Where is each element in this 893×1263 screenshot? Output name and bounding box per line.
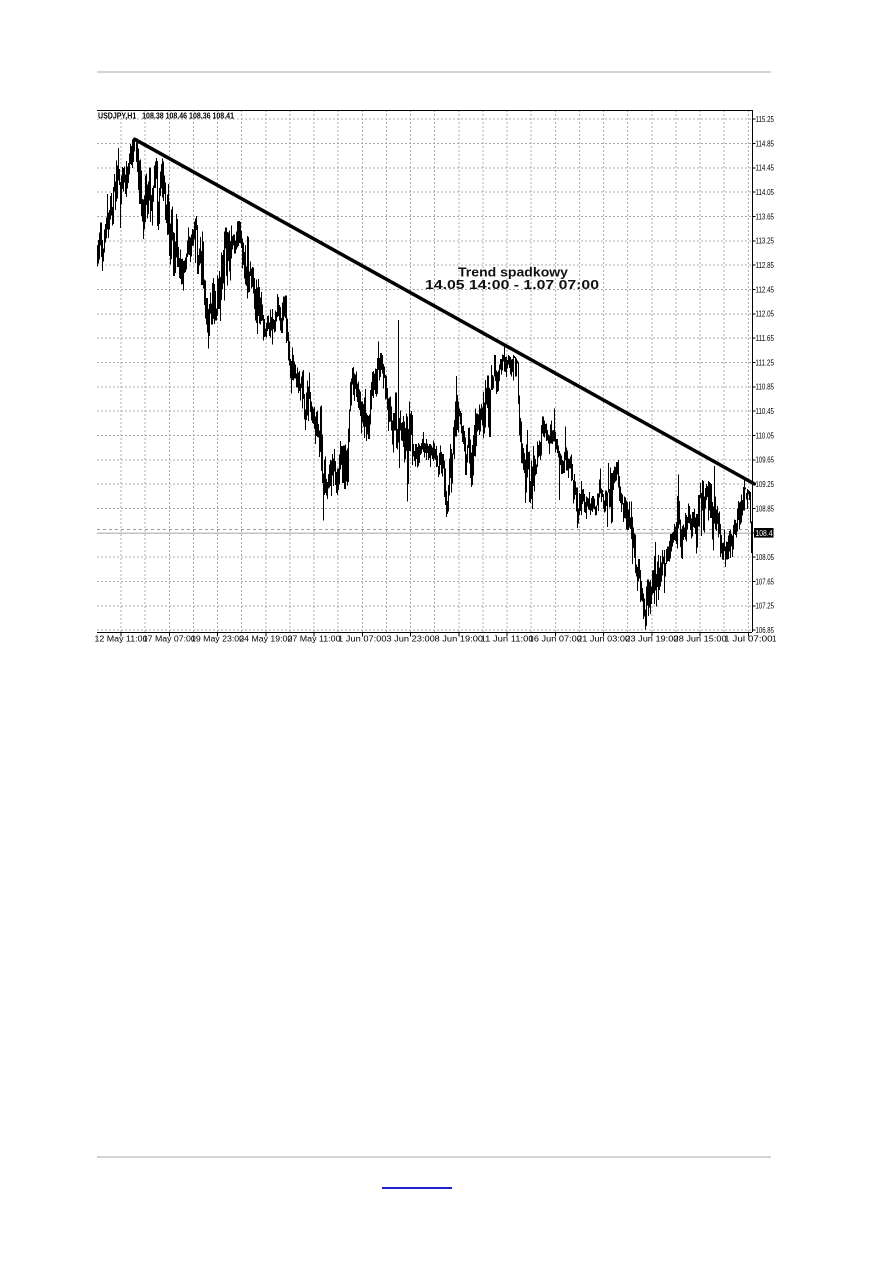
svg-text:108.05: 108.05 <box>756 553 775 562</box>
svg-text:14.05 14:00 - 1.07 07:00: 14.05 14:00 - 1.07 07:00 <box>425 278 599 292</box>
svg-text:110.45: 110.45 <box>756 407 775 416</box>
svg-text:16 Jun 07:00: 16 Jun 07:00 <box>529 635 583 644</box>
svg-text:113.25: 113.25 <box>756 237 775 246</box>
svg-text:114.85: 114.85 <box>756 139 775 148</box>
svg-text:113.65: 113.65 <box>756 212 775 221</box>
svg-text:1: 1 <box>772 635 777 644</box>
svg-text:110.05: 110.05 <box>756 431 775 440</box>
svg-text:108.4: 108.4 <box>756 529 773 538</box>
svg-text:115.25: 115.25 <box>756 115 775 124</box>
svg-text:3 Jun 23:00: 3 Jun 23:00 <box>386 635 435 644</box>
svg-text:23 Jun 19:00: 23 Jun 19:00 <box>625 635 679 644</box>
svg-text:24 May 19:00: 24 May 19:00 <box>239 635 293 644</box>
svg-text:28 Jun 15:00: 28 Jun 15:00 <box>674 635 728 644</box>
svg-text:111.65: 111.65 <box>756 334 775 343</box>
svg-text:114.05: 114.05 <box>756 188 775 197</box>
svg-text:109.25: 109.25 <box>756 480 775 489</box>
svg-text:17 May 07:00: 17 May 07:00 <box>143 635 197 644</box>
svg-text:19 May 23:00: 19 May 23:00 <box>191 635 245 644</box>
svg-text:USDJPY,H1 108.38 108.46 108.: USDJPY,H1 108.38 108.46 108.36 108.41 <box>98 111 234 121</box>
svg-text:11 Jun 11:00: 11 Jun 11:00 <box>481 635 535 644</box>
svg-text:112.85: 112.85 <box>756 261 775 270</box>
svg-text:1 Jul 07:00: 1 Jul 07:00 <box>724 635 773 644</box>
svg-text:Trend spadkowy: Trend spadkowy <box>458 266 568 280</box>
svg-text:114.45: 114.45 <box>756 164 775 173</box>
svg-text:108.85: 108.85 <box>756 504 775 513</box>
svg-text:110.85: 110.85 <box>756 383 775 392</box>
svg-text:12 May 11:00: 12 May 11:00 <box>95 635 149 644</box>
svg-text:107.65: 107.65 <box>756 577 775 586</box>
svg-text:106.85: 106.85 <box>756 626 775 635</box>
svg-text:112.05: 112.05 <box>756 310 775 319</box>
svg-text:27 May 11:00: 27 May 11:00 <box>288 635 342 644</box>
svg-text:1 Jun 07:00: 1 Jun 07:00 <box>338 635 387 644</box>
svg-text:21 Jun 03:00: 21 Jun 03:00 <box>577 635 631 644</box>
svg-text:112.45: 112.45 <box>756 285 775 294</box>
svg-text:107.25: 107.25 <box>756 602 775 611</box>
svg-text:109.65: 109.65 <box>756 456 775 465</box>
svg-text:111.25: 111.25 <box>756 358 775 367</box>
svg-text:8 Jun 19:00: 8 Jun 19:00 <box>435 635 484 644</box>
